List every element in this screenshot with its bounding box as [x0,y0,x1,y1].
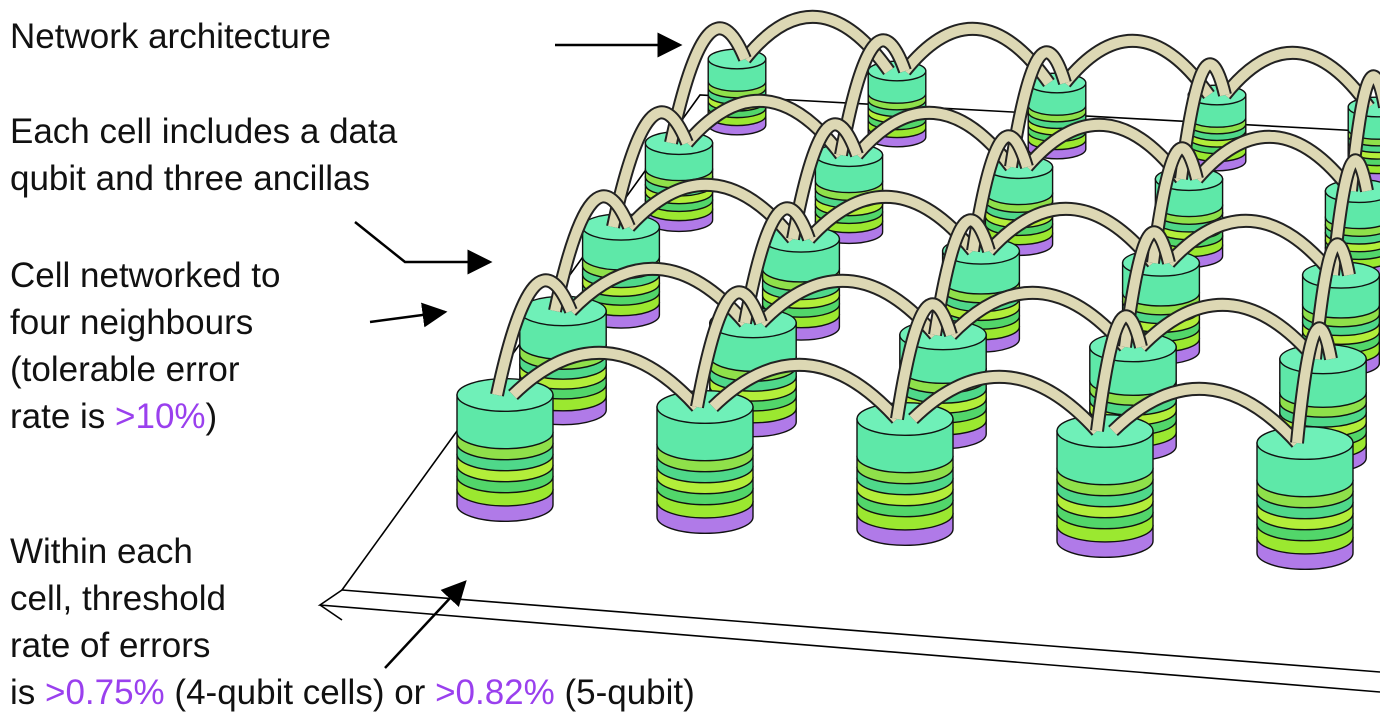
label-line: cell, threshold [10,579,226,618]
label-line: Each cell includes a data [10,112,398,151]
label-text: Within each [10,532,193,571]
label-line: qubit and three ancillas [10,159,370,198]
highlight: >10% [115,397,206,436]
label-line: rate is >10%) [10,397,217,436]
label-line: is >0.75% (4-qubit cells) or >0.82% (5-q… [10,673,695,712]
highlight: >0.82% [435,673,555,712]
label-text: rate of errors [10,626,210,665]
diagram: Network architecture Each cell includes a… [0,0,1380,718]
label-line: (tolerable error [10,350,240,389]
highlight: >0.75% [45,673,165,712]
arrow [370,312,445,322]
label-text: ) [206,397,218,436]
label-line: Within each [10,532,193,571]
label-text: four neighbours [10,303,253,342]
label-line: Network architecture [10,17,331,56]
label-text: rate is [10,397,115,436]
qubit-cells [457,17,1380,570]
label-text: Each cell includes a data [10,112,398,151]
arrow [355,222,490,262]
label-text: qubit and three ancillas [10,159,370,198]
label-text: (5-qubit) [555,673,695,712]
label-text: cell, threshold [10,579,226,618]
label-text: Cell networked to [10,256,280,295]
label-line: rate of errors [10,626,210,665]
label-text: (tolerable error [10,350,240,389]
label-line: Cell networked to [10,256,280,295]
label-text: Network architecture [10,17,331,56]
label-text: is [10,673,45,712]
label-text: (4-qubit cells) or [165,673,435,712]
label-line: four neighbours [10,303,253,342]
